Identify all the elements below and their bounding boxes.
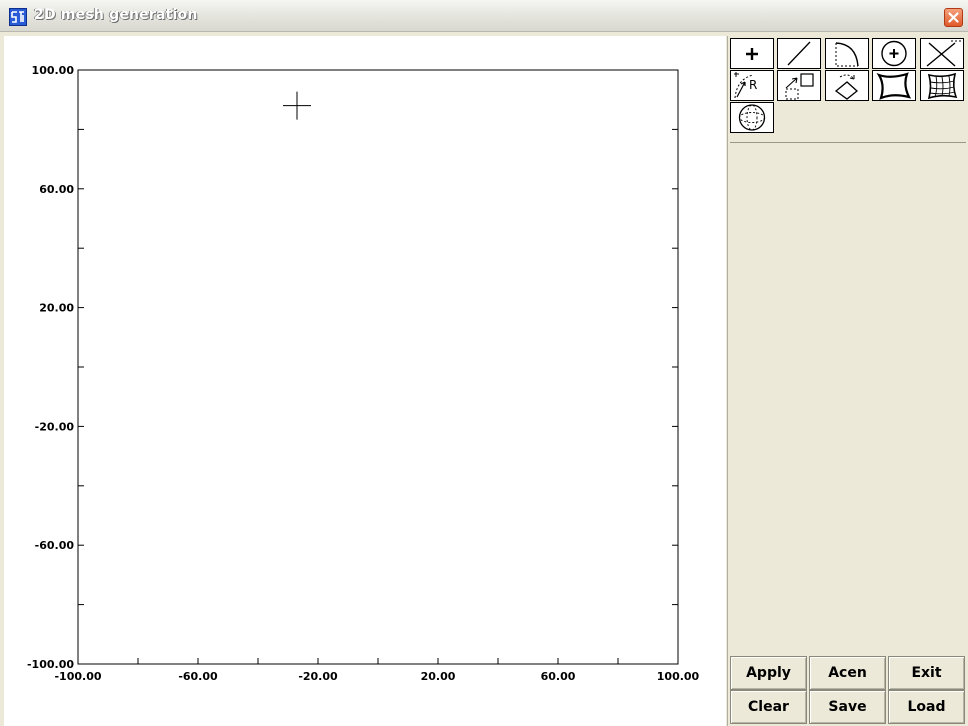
acen-button[interactable]: Acen [809, 656, 886, 690]
line-tool-icon [787, 41, 811, 66]
x-tick-label: -100.00 [54, 670, 101, 683]
radius-tool-button[interactable]: R [730, 70, 774, 101]
rotate-tool-icon [834, 74, 859, 100]
circle-center-tool-button[interactable] [872, 38, 916, 69]
sphere-tool-icon [738, 104, 766, 131]
load-button[interactable]: Load [888, 690, 965, 724]
save-button[interactable]: Save [809, 690, 886, 724]
region-tool-button[interactable] [872, 70, 916, 101]
mesh-plot[interactable]: 100.00 60.00 20.00 -20.00 -60.00 -100.00 -100… [4, 36, 726, 726]
app-logo-icon [9, 8, 27, 26]
arc-tool-button[interactable] [825, 38, 869, 69]
window-title: 2D mesh generation [34, 7, 198, 23]
scale-tool-button[interactable] [777, 70, 821, 101]
title-bar: 2D mesh generation [0, 0, 968, 32]
apply-button[interactable]: Apply [730, 656, 807, 690]
x-tick-label: -60.00 [178, 670, 218, 683]
delete-tool-icon [926, 40, 961, 67]
circle-center-tool-icon [881, 40, 907, 67]
mesh-tool-button[interactable] [920, 70, 964, 101]
tool-panel: R [727, 36, 968, 726]
x-tick-label: -20.00 [298, 670, 338, 683]
plot-frame [77, 69, 679, 665]
x-tick-label: 60.00 [541, 670, 576, 683]
x-tick-label: 100.00 [657, 670, 700, 683]
sphere-tool-button[interactable] [730, 102, 774, 133]
crosshair-cursor-icon [283, 91, 311, 120]
scale-tool-icon [785, 73, 814, 100]
line-tool-button[interactable] [777, 38, 821, 69]
mesh-plot-canvas[interactable]: 100.00 60.00 20.00 -20.00 -60.00 -100.00 -100… [4, 36, 726, 726]
y-tick-label: -100.00 [27, 658, 74, 671]
clear-button[interactable]: Clear [730, 690, 807, 724]
y-tick-label: 60.00 [39, 183, 74, 196]
exit-button[interactable]: Exit [888, 656, 965, 690]
y-tick-label: -60.00 [35, 539, 75, 552]
point-tool-icon [746, 48, 758, 60]
y-tick-label: -20.00 [35, 420, 75, 433]
mesh-tool-icon [927, 72, 958, 100]
region-tool-icon [876, 72, 912, 100]
y-tick-label: 20.00 [39, 302, 74, 315]
drawing-toolbar: R [730, 38, 966, 143]
rotate-tool-button[interactable] [825, 70, 869, 101]
radius-tool-icon: R [734, 72, 757, 99]
x-tick-label: 20.00 [421, 670, 456, 683]
close-button[interactable] [944, 8, 963, 27]
delete-tool-button[interactable] [920, 38, 964, 69]
y-tick-label: 100.00 [32, 64, 75, 77]
close-icon [948, 12, 959, 23]
svg-text:R: R [749, 78, 757, 92]
point-tool-button[interactable] [730, 38, 774, 69]
arc-tool-icon [835, 42, 859, 67]
